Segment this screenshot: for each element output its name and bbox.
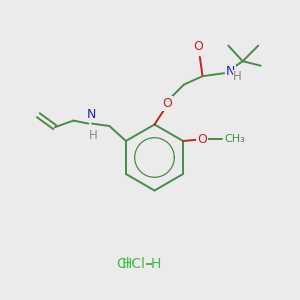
Text: H: H [88, 129, 97, 142]
Text: HCl: HCl [122, 257, 146, 271]
Text: O: O [194, 40, 203, 53]
Text: H: H [233, 70, 242, 83]
Text: N: N [87, 108, 96, 121]
Text: Cl: Cl [116, 257, 130, 271]
Text: N: N [226, 65, 235, 78]
Text: O: O [197, 133, 207, 146]
Text: O: O [163, 97, 172, 110]
Text: H: H [151, 257, 161, 271]
Text: CH₃: CH₃ [224, 134, 245, 144]
